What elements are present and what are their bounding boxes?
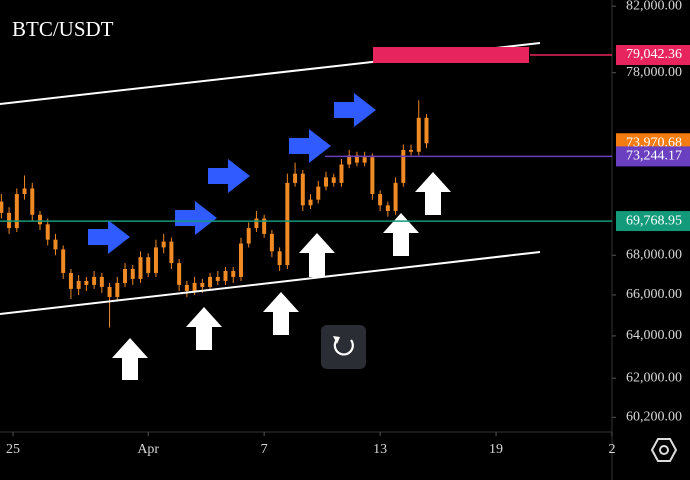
x-tick-label: 25 — [6, 442, 20, 457]
candle-body — [215, 276, 220, 281]
candle-body — [300, 173, 305, 206]
candle-body — [115, 282, 120, 297]
candle-body — [146, 257, 151, 273]
candle-body — [138, 257, 143, 279]
candle-body — [424, 117, 429, 144]
price-label-box — [616, 45, 690, 66]
candle-body — [401, 149, 406, 183]
candle-body — [99, 276, 104, 287]
candle-body — [84, 280, 89, 285]
candle-body — [30, 188, 35, 215]
candle-body — [22, 188, 27, 195]
candle-body — [68, 272, 73, 289]
x-tick-label: 19 — [489, 442, 503, 457]
candle-body — [0, 201, 4, 213]
candle-body — [370, 157, 375, 195]
y-tick-label: 82,000.00 — [626, 0, 682, 13]
settings-button[interactable] — [650, 438, 678, 462]
candle-body — [92, 276, 97, 285]
price-label: 69,768.95 — [626, 213, 682, 228]
candle-body — [177, 263, 182, 285]
x-tick-label: Apr — [137, 442, 159, 457]
candle-body — [378, 194, 383, 206]
candle-body — [231, 270, 236, 277]
candle-body — [130, 269, 135, 279]
candle-body — [339, 164, 344, 183]
x-tick-label: 2 — [609, 442, 616, 457]
arrows-up — [112, 172, 451, 380]
candle-body — [153, 247, 158, 273]
candle-body — [45, 224, 50, 240]
candle-body — [385, 205, 390, 211]
y-tick-label: 68,000.00 — [626, 247, 682, 262]
candle-body — [76, 280, 81, 289]
price-label: 73,244.17 — [626, 149, 682, 164]
candle-body — [293, 173, 298, 183]
x-tick-label: 13 — [373, 442, 387, 457]
candle-body — [254, 218, 259, 229]
candle-body — [277, 251, 282, 266]
price-label-box — [616, 146, 690, 167]
candle-body — [192, 282, 197, 291]
candle-body — [316, 186, 321, 200]
y-tick-label: 78,000.00 — [626, 65, 682, 80]
candle-body — [161, 241, 166, 248]
candle-body — [61, 249, 66, 273]
candle-body — [38, 214, 43, 225]
candle-body — [324, 177, 329, 187]
candle-body — [393, 182, 398, 211]
reset-button[interactable] — [321, 325, 366, 369]
x-tick-label: 7 — [261, 442, 268, 457]
candle-body — [184, 284, 189, 291]
candle-body — [223, 270, 228, 281]
candle-body — [308, 199, 313, 206]
candle-body — [409, 149, 414, 152]
resistance-zone — [373, 47, 529, 63]
channel-lower — [0, 251, 541, 315]
candle-body — [246, 228, 251, 244]
candle-body — [285, 182, 290, 266]
candle-body — [347, 155, 352, 165]
arrows-right — [88, 93, 376, 254]
candle-body — [53, 239, 58, 250]
candle-body — [169, 241, 174, 264]
candle-body — [331, 177, 336, 183]
y-tick-label: 62,000.00 — [626, 370, 682, 385]
candle-body — [238, 243, 243, 277]
candle-body — [354, 155, 359, 163]
plot-area — [0, 100, 429, 328]
candle-body — [107, 286, 112, 297]
candle-body — [200, 282, 205, 287]
candle-body — [416, 117, 421, 152]
y-tick-label: 66,000.00 — [626, 287, 682, 302]
candle-body — [269, 233, 274, 252]
chart-title: BTC/USDT — [12, 17, 114, 41]
price-label: 79,042.36 — [626, 47, 682, 62]
price-label-box — [616, 211, 690, 232]
candle-body — [362, 157, 367, 163]
y-tick-label: 64,000.00 — [626, 328, 682, 343]
candle-body — [208, 276, 213, 287]
candle-body — [262, 218, 267, 234]
y-tick-label: 60,200.00 — [626, 410, 682, 425]
candle-body — [14, 194, 19, 229]
candle-body — [123, 269, 128, 283]
